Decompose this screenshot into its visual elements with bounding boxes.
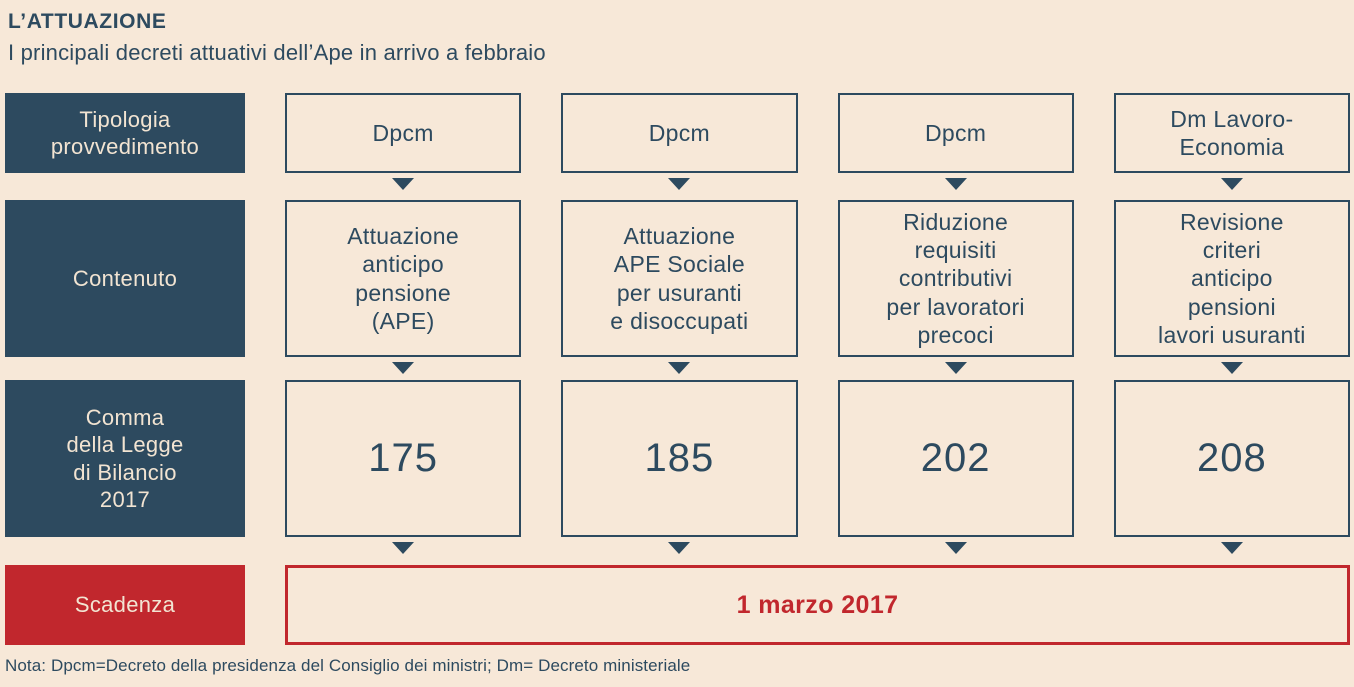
down-arrow-icon — [392, 362, 415, 374]
header: L’ATTUAZIONE I principali decreti attuat… — [0, 0, 1354, 93]
arrow-cell — [285, 173, 521, 200]
decree-table: Tipologia provvedimento Dpcm Dpcm Dpcm D… — [0, 93, 1354, 645]
arrow-cell — [838, 537, 1074, 565]
down-arrow-icon — [1220, 362, 1243, 374]
down-arrow-icon — [668, 542, 691, 554]
cell-contenuto-4: Revisione criteri anticipo pensioni lavo… — [1113, 200, 1350, 357]
cell-comma-4: 208 — [1113, 380, 1350, 537]
deadline-value: 1 marzo 2017 — [285, 565, 1350, 645]
arrow-cell — [1114, 357, 1350, 380]
arrow-cell — [838, 357, 1074, 380]
cell-comma-3: 202 — [837, 380, 1074, 537]
down-arrow-icon — [668, 362, 691, 374]
page-subtitle: I principali decreti attuativi dell’Ape … — [8, 40, 546, 66]
page-title: L’ATTUAZIONE — [8, 10, 167, 33]
footnote: Nota: Dpcm=Decreto della presidenza del … — [5, 656, 691, 675]
cell-tipologia-2: Dpcm — [561, 93, 798, 173]
arrow-cell — [561, 537, 797, 565]
down-arrow-icon — [944, 362, 967, 374]
down-arrow-icon — [392, 542, 415, 554]
cell-comma-2: 185 — [561, 380, 798, 537]
arrow-cell — [561, 357, 797, 380]
row-label-comma: Comma della Legge di Bilancio 2017 — [5, 380, 245, 537]
cell-tipologia-3: Dpcm — [837, 93, 1074, 173]
cell-contenuto-1: Attuazione anticipo pensione (APE) — [285, 200, 522, 357]
row-label-contenuto: Contenuto — [5, 200, 245, 357]
cell-contenuto-2: Attuazione APE Sociale per usuranti e di… — [561, 200, 798, 357]
arrow-cell — [285, 357, 521, 380]
arrow-cell — [838, 173, 1074, 200]
down-arrow-icon — [944, 542, 967, 554]
arrow-cell — [1114, 173, 1350, 200]
down-arrow-icon — [392, 178, 415, 190]
down-arrow-icon — [1220, 178, 1243, 190]
down-arrow-icon — [1220, 542, 1243, 554]
row-label-scadenza: Scadenza — [5, 565, 245, 645]
cell-contenuto-3: Riduzione requisiti contributivi per lav… — [837, 200, 1074, 357]
arrow-cell — [1114, 537, 1350, 565]
cell-comma-1: 175 — [285, 380, 522, 537]
down-arrow-icon — [668, 178, 691, 190]
arrow-cell — [561, 173, 797, 200]
cell-tipologia-1: Dpcm — [285, 93, 522, 173]
cell-tipologia-4: Dm Lavoro- Economia — [1113, 93, 1350, 173]
down-arrow-icon — [944, 178, 967, 190]
arrow-cell — [285, 537, 521, 565]
row-label-tipologia: Tipologia provvedimento — [5, 93, 245, 173]
